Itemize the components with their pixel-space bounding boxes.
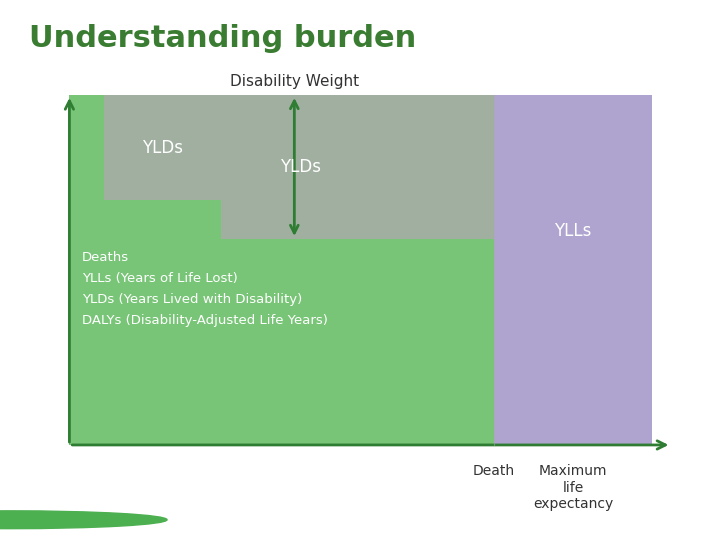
Text: YLDs: YLDs xyxy=(280,158,321,176)
Bar xyxy=(222,95,494,239)
Text: Understanding burden: Understanding burden xyxy=(29,24,416,53)
Text: YLDs: YLDs xyxy=(143,139,184,157)
Bar xyxy=(104,95,222,200)
Text: Deaths
YLLs (Years of Life Lost)
YLDs (Years Lived with Disability)
DALYs (Disab: Deaths YLLs (Years of Life Lost) YLDs (Y… xyxy=(82,251,328,327)
Circle shape xyxy=(0,507,239,532)
Text: YLLs: YLLs xyxy=(554,222,592,240)
Text: Disability Weight: Disability Weight xyxy=(230,74,359,89)
Bar xyxy=(494,95,652,445)
Text: IHME: IHME xyxy=(18,513,58,526)
Text: 5: 5 xyxy=(693,513,702,526)
Bar xyxy=(69,95,494,445)
Text: Death: Death xyxy=(473,464,515,478)
Text: Maximum
life
expectancy: Maximum life expectancy xyxy=(533,464,613,511)
Circle shape xyxy=(0,511,167,529)
